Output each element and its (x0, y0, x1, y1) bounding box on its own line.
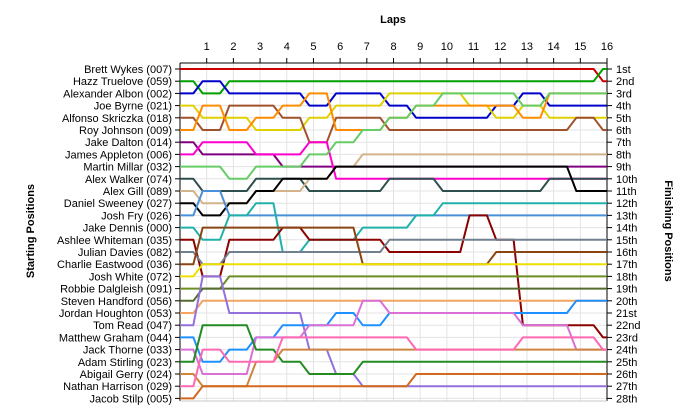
finish-position-label: 28th (616, 393, 637, 405)
start-position-label: Matthew Graham (044) (59, 332, 172, 344)
start-position-label: Jake Dalton (014) (85, 137, 172, 149)
start-position-label: Hazz Truelove (059) (73, 76, 172, 88)
lap-tick-label: 13 (521, 41, 533, 53)
series-line (180, 80, 607, 119)
finish-position-label: 3rd (616, 88, 632, 100)
lap-tick-label: 8 (390, 41, 396, 53)
finish-position-label: 13th (616, 210, 637, 222)
start-position-label: Alfonso Skriczka (018) (62, 113, 172, 125)
lap-tick-label: 16 (601, 41, 613, 53)
start-position-label: Tom Read (047) (93, 320, 172, 332)
start-position-label: Daniel Sweeney (027) (64, 198, 172, 210)
series-line (180, 238, 607, 266)
start-position-label: Jacob Stilp (005) (89, 393, 172, 405)
start-position-label: Nathan Harrison (029) (63, 381, 172, 393)
series-line (180, 68, 607, 95)
start-position-label: Robbie Dalgleish (091) (60, 284, 172, 296)
series-layer (180, 68, 607, 400)
axis-layer: Laps Starting Positions Finishing Positi… (25, 14, 674, 282)
series-line (180, 263, 607, 278)
finish-position-label: 25th (616, 357, 637, 369)
y-axis-title-right: Finishing Positions (662, 180, 674, 281)
finish-position-label: 19th (616, 284, 637, 296)
finish-position-label: 2nd (616, 76, 634, 88)
finish-position-label: 12th (616, 198, 637, 210)
finish-position-label: 6th (616, 125, 631, 137)
finish-position-label: 18th (616, 271, 637, 283)
finish-position-label: 8th (616, 149, 631, 161)
start-position-label: Joe Byrne (021) (94, 101, 172, 113)
series-line (180, 299, 607, 314)
finish-position-label: 9th (616, 162, 631, 174)
series-line (180, 299, 607, 375)
finish-position-label: 10th (616, 174, 637, 186)
lap-tick-label: 5 (310, 41, 316, 53)
start-position-label: Abigail Gerry (024) (80, 369, 172, 381)
finish-position-label: 24th (616, 345, 637, 357)
series-line (180, 373, 607, 400)
lap-tick-label: 3 (257, 41, 263, 53)
series-line (180, 202, 607, 253)
series-line (180, 190, 607, 217)
finish-position-label: 21st (616, 308, 637, 320)
lap-tick-label: 14 (548, 41, 560, 53)
finish-position-label: 4th (616, 101, 631, 113)
x-axis-title: Laps (380, 14, 406, 26)
start-position-label: Steven Handford (056) (61, 296, 172, 308)
start-position-label: Alex Walker (074) (85, 174, 172, 186)
lap-tick-label: 9 (417, 41, 423, 53)
start-position-label: James Appleton (006) (65, 149, 172, 161)
lap-tick-label: 2 (230, 41, 236, 53)
start-position-label: Alexander Albon (002) (63, 88, 172, 100)
finish-position-label: 26th (616, 369, 637, 381)
start-position-label: Jordan Houghton (053) (59, 308, 172, 320)
lap-tick-label: 11 (468, 41, 479, 53)
lap-tick-label: 12 (494, 41, 506, 53)
series-line (180, 68, 607, 83)
lap-tick-label: 10 (441, 41, 453, 53)
start-position-label: Martin Millar (032) (83, 162, 172, 174)
lap-tick-label: 6 (337, 41, 343, 53)
series-line (180, 336, 607, 388)
finish-position-label: 7th (616, 137, 631, 149)
series-line (180, 287, 607, 302)
start-position-label: Alex Gill (089) (103, 186, 172, 198)
series-line (180, 104, 607, 144)
series-line (180, 165, 607, 217)
finish-position-label: 1st (616, 64, 631, 76)
finish-position-label: 17th (616, 259, 637, 271)
lap-tick-label: 7 (364, 41, 370, 53)
start-position-label: Roy Johnson (009) (79, 125, 172, 137)
lap-tick-label: 1 (204, 41, 210, 53)
finish-position-label: 27th (616, 381, 637, 393)
finish-position-label: 15th (616, 235, 637, 247)
finish-position-label: 22nd (616, 320, 640, 332)
finish-position-label: 20th (616, 296, 637, 308)
start-position-label: Ashlee Whiteman (035) (57, 235, 172, 247)
start-position-label: Jake Dennis (000) (83, 223, 172, 235)
series-line (180, 275, 607, 290)
start-position-label: Charlie Eastwood (036) (57, 259, 172, 271)
start-position-label: Adam Stirling (023) (78, 357, 172, 369)
finish-position-label: 14th (616, 223, 637, 235)
start-position-label: Brett Wykes (007) (84, 64, 172, 76)
finish-position-label: 16th (616, 247, 637, 259)
start-position-label: Jack Thorne (033) (83, 345, 172, 357)
start-position-label: Julian Davies (082) (78, 247, 172, 259)
lap-tick-label: 4 (284, 41, 290, 53)
start-position-label: Josh Fry (026) (101, 210, 172, 222)
finish-position-label: 5th (616, 113, 631, 125)
lap-tick-label: 15 (574, 41, 586, 53)
finish-position-label: 23rd (616, 332, 638, 344)
series-line (180, 92, 607, 180)
series-line (180, 177, 607, 192)
start-position-label: Josh White (072) (89, 271, 172, 283)
series-line (180, 324, 607, 375)
finish-position-label: 11th (616, 186, 637, 198)
y-axis-title-left: Starting Positions (25, 184, 37, 278)
